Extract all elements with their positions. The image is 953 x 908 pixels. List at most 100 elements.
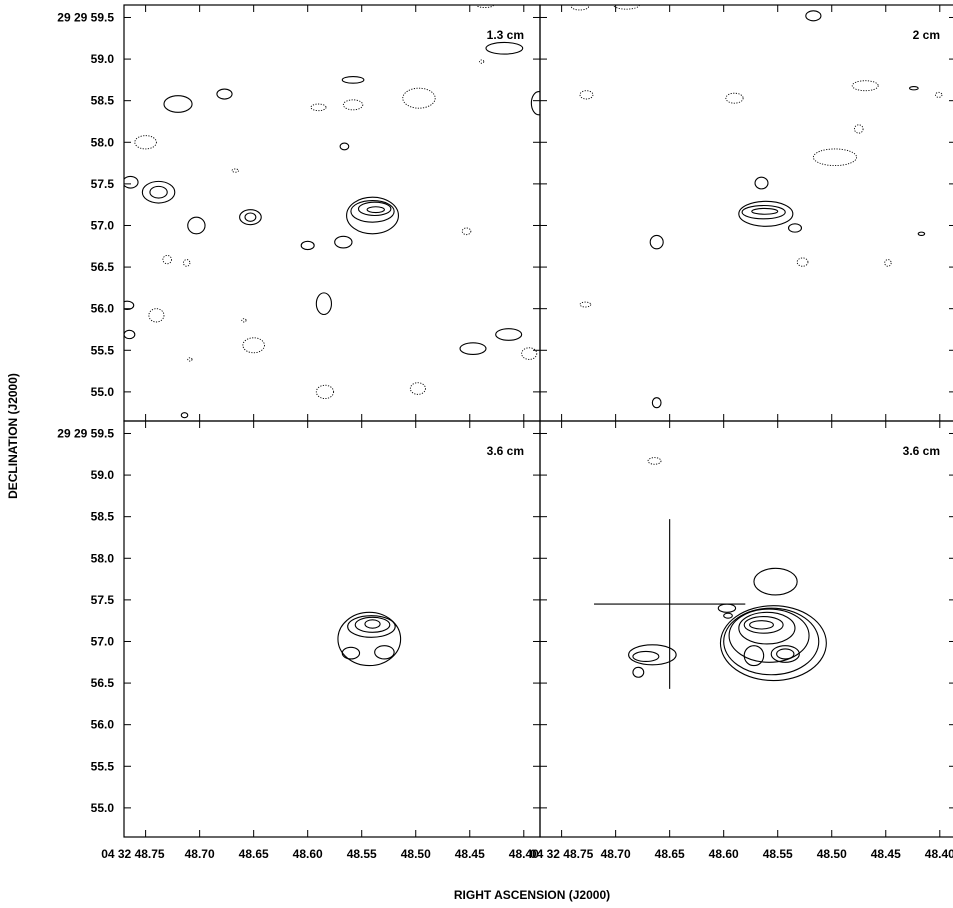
- x-tick-label: 48.55: [763, 847, 793, 861]
- x-tick-label: 48.45: [455, 847, 485, 861]
- positive-contour: [743, 645, 765, 667]
- negative-contour: [812, 148, 858, 167]
- negative-contour: [884, 259, 892, 267]
- positive-contour: [244, 212, 257, 222]
- positive-contour: [180, 412, 189, 419]
- positive-contour: [216, 88, 233, 100]
- positive-contour: [649, 234, 664, 250]
- band-label: 1.3 cm: [487, 28, 524, 42]
- y-tick-label: 55.0: [91, 801, 115, 815]
- contour-group: [570, 5, 943, 409]
- x-tick-label: 48.45: [871, 847, 901, 861]
- positive-contour: [717, 603, 737, 613]
- positive-contour: [315, 292, 333, 316]
- x-tick-label: 48.70: [185, 847, 215, 861]
- negative-contour: [851, 80, 879, 92]
- negative-contour: [134, 135, 157, 150]
- x-tick-label: 48.40: [509, 847, 539, 861]
- positive-contour: [366, 206, 385, 214]
- negative-contour: [241, 318, 247, 323]
- positive-contour: [787, 223, 803, 233]
- positive-contour: [239, 209, 262, 226]
- positive-contour: [341, 646, 361, 660]
- y-tick-label: 57.5: [91, 177, 115, 191]
- positive-contour: [459, 342, 487, 355]
- positive-contour: [728, 608, 810, 663]
- x-tick-label: 48.40: [925, 847, 953, 861]
- negative-contour: [479, 59, 485, 64]
- negative-contour: [162, 254, 172, 265]
- positive-contour: [141, 180, 176, 204]
- negative-contour: [409, 382, 426, 395]
- positive-contour: [723, 607, 820, 676]
- positive-contour: [770, 645, 800, 663]
- x-axis-title: RIGHT ASCENSION (J2000): [454, 888, 610, 902]
- positive-contour: [776, 648, 795, 660]
- positive-contour: [346, 196, 400, 235]
- positive-contour: [741, 204, 786, 220]
- x-tick-label: 48.65: [239, 847, 269, 861]
- negative-contour: [402, 87, 436, 109]
- x-tick-label: 48.50: [817, 847, 847, 861]
- positive-contour: [651, 397, 662, 409]
- negative-contour: [187, 357, 193, 362]
- panels-layer: 29 29 59.5 59.0 58.5 58.0 57.5 57.0 56.5 56.0 55…: [57, 4, 953, 861]
- panel-frame: [539, 420, 953, 838]
- positive-contour: [485, 41, 524, 55]
- panel-1: 29 29 59.5 59.0 58.5 58.0 57.5 57.0 56.5 56.0 55…: [57, 4, 541, 422]
- negative-contour: [853, 124, 864, 134]
- x-tick-label: 04 32 48.75: [530, 847, 594, 861]
- negative-contour: [521, 347, 538, 360]
- negative-contour: [148, 308, 165, 323]
- positive-contour: [908, 85, 919, 91]
- negative-contour: [725, 92, 744, 104]
- y-tick-label: 56.0: [91, 718, 115, 732]
- negative-contour: [570, 5, 590, 11]
- y-tick-label: 58.5: [91, 94, 115, 108]
- positive-contour: [632, 666, 645, 678]
- positive-contour: [354, 616, 391, 633]
- positive-contour: [374, 645, 395, 660]
- negative-contour: [935, 91, 943, 98]
- positive-contour: [754, 176, 769, 190]
- x-tick-label: 04 32 48.75: [101, 847, 165, 861]
- positive-contour: [723, 612, 733, 619]
- positive-contour: [357, 201, 392, 217]
- positive-contour: [300, 240, 315, 251]
- y-tick-label: 58.5: [91, 510, 115, 524]
- contour-group: [628, 457, 827, 682]
- y-tick-label: 56.0: [91, 302, 115, 316]
- positive-contour: [341, 76, 365, 84]
- negative-contour: [182, 259, 191, 267]
- contour-group: [124, 5, 540, 419]
- positive-contour: [124, 300, 135, 311]
- x-tick-label: 48.60: [293, 847, 323, 861]
- positive-contour: [738, 200, 794, 227]
- y-tick-label: 55.0: [91, 385, 115, 399]
- negative-contour: [242, 337, 265, 354]
- panel-3: 04 32 48.75 48.70 48.65 48.60 48.55 48.50 48.4…: [57, 420, 541, 861]
- negative-contour: [579, 90, 594, 100]
- positive-contour: [805, 10, 822, 22]
- positive-contour: [124, 175, 139, 189]
- y-tick-label: 58.0: [91, 135, 115, 149]
- y-tick-label: 58.0: [91, 551, 115, 565]
- y-tick-label: 55.5: [91, 759, 115, 773]
- contour-group: [337, 611, 402, 667]
- y-tick-label: 56.5: [91, 676, 115, 690]
- positive-contour: [749, 620, 774, 630]
- positive-contour: [339, 142, 350, 151]
- negative-contour: [315, 384, 335, 399]
- y-tick-label: 56.5: [91, 260, 115, 274]
- panel-4: 04 32 48.75 48.70 48.65 48.60 48.55 48.50 48.4…: [530, 420, 953, 861]
- positive-contour: [917, 231, 926, 237]
- positive-contour: [738, 611, 796, 645]
- band-label: 3.6 cm: [487, 444, 524, 458]
- positive-contour: [350, 199, 395, 223]
- positive-contour: [337, 611, 402, 667]
- panel-frame: [123, 4, 541, 422]
- y-tick-label: 29 29 59.5: [57, 426, 114, 440]
- y-tick-label: 57.0: [91, 634, 115, 648]
- positive-contour: [149, 185, 168, 199]
- negative-contour: [461, 227, 472, 236]
